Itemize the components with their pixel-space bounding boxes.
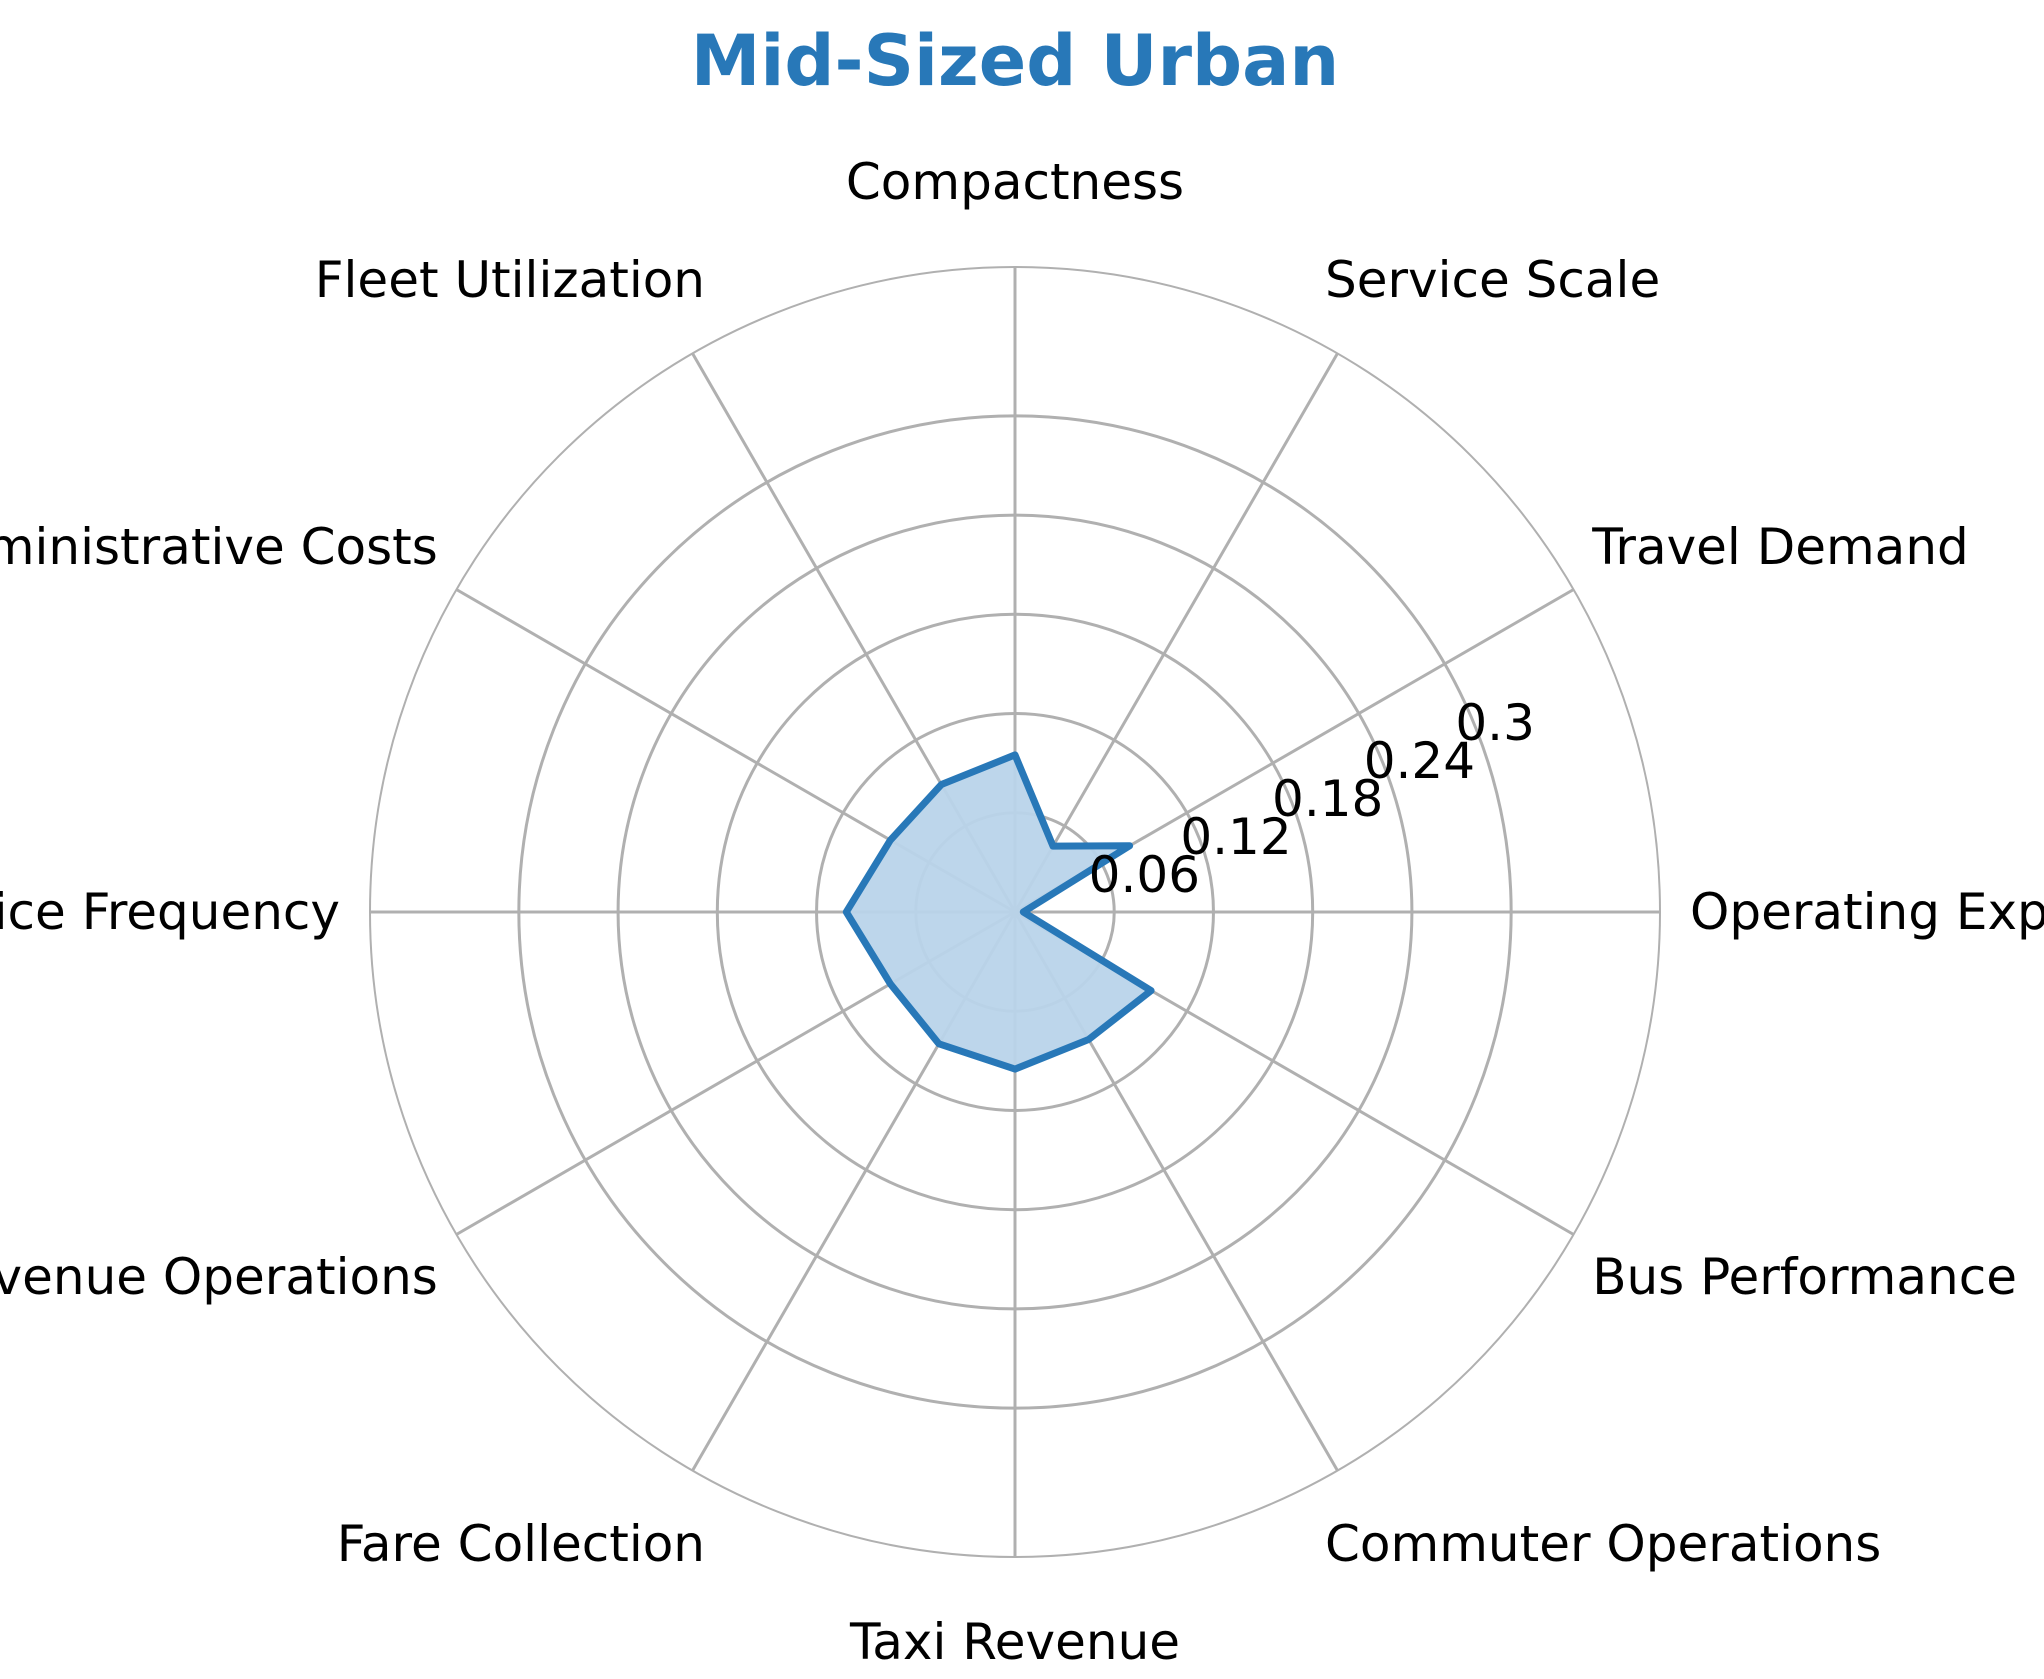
axis-label: Compactness [846, 153, 1184, 211]
axis-label: Administrative Costs [0, 518, 438, 576]
axis-label: Taxi Revenue [849, 1613, 1180, 1671]
radial-tick-label: 0.3 [1455, 694, 1535, 752]
axis-label: Revenue Operations [0, 1248, 438, 1306]
axis-label: Commuter Operations [1325, 1515, 1881, 1573]
series-line [842, 751, 1155, 1073]
axis-label: Fleet Utilization [315, 251, 705, 309]
chart-title: Mid-Sized Urban [691, 20, 1339, 102]
radial-tick-label: 0.06 [1089, 846, 1200, 904]
series-area [846, 754, 1152, 1070]
radial-tick-labels: 0.060.120.180.240.3 [1089, 694, 1535, 904]
axis-label: Fare Collection [337, 1515, 705, 1573]
series-layer [842, 751, 1155, 1073]
axis-labels: Operating Expenses Travel Demand Service S… [0, 153, 2044, 1671]
axis-label: Travel Demand [1591, 518, 1969, 576]
axis-label: Service Frequency [0, 883, 340, 941]
axis-label: Operating Expenses [1690, 883, 2044, 941]
axis-spoke [1013, 352, 1339, 913]
axis-label: Bus Performance [1592, 1248, 2017, 1306]
radial-tick-label: 0.18 [1272, 770, 1383, 828]
radial-tick-label: 0.12 [1180, 808, 1291, 866]
radial-tick-label: 0.24 [1364, 732, 1475, 790]
axis-label: Service Scale [1325, 251, 1660, 309]
